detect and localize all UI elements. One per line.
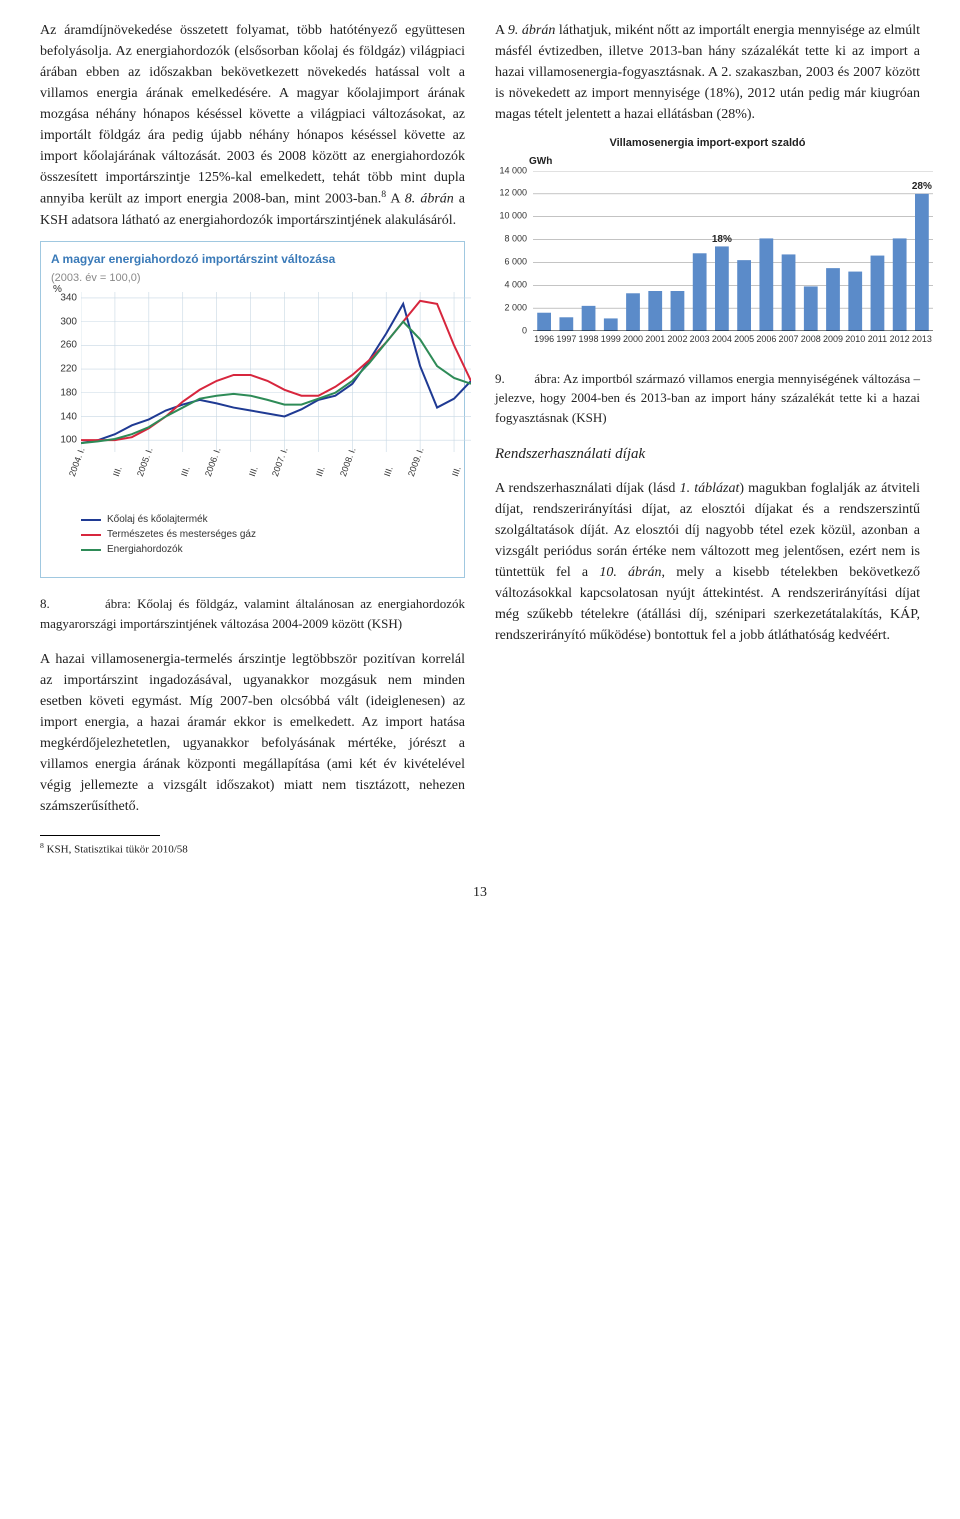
fig8-caption-text: ábra: Kőolaj és földgáz, valamint általá… [40,596,465,631]
chart2-ytick: 6 000 [504,255,527,269]
chart2-ytick: 8 000 [504,232,527,246]
chart1-svg [81,292,471,452]
chart1-ytick: 180 [60,385,77,400]
chart2-ytick: 0 [522,324,527,338]
chart2-xtick: 2002 [667,333,687,347]
chart2-xtick: 2004 [712,333,732,347]
chart1-ytick: 100 [60,433,77,448]
chart1-ytick: 140 [60,409,77,424]
chart2-ytick: 2 000 [504,301,527,315]
chart1-legend: Kőolaj és kőolajtermékTermészetes és mes… [81,512,454,557]
fig8-inline-ref: 8. ábrán [405,192,454,207]
chart2-xtick: 2007 [779,333,799,347]
chart1-legend-item: Természetes és mesterséges gáz [81,527,454,542]
chart1-legend-item: Energiahordozók [81,542,454,557]
page-number: 13 [40,882,920,903]
chart1-subtitle: (2003. év = 100,0) [51,270,454,287]
chart2-xtick: 2001 [645,333,665,347]
right-paragraph-1: A 9. ábrán láthatjuk, miként nőtt az imp… [495,20,920,125]
chart1-legend-label: Energiahordozók [107,542,183,557]
chart2-xtick: 1999 [601,333,621,347]
left-p1-prefix: A [386,192,405,207]
chart1-ytick: 340 [60,291,77,306]
chart1-xtick: III. [449,465,465,479]
chart2-xtick: 2012 [890,333,910,347]
chart1-legend-item: Kőolaj és kőolajtermék [81,512,454,527]
table1-inline-ref: 1. táblázat [680,481,740,496]
chart1-ytick: 220 [60,362,77,377]
chart2-ytick: 12 000 [499,187,527,201]
chart2-xtick: 2011 [868,333,887,347]
chart2-callout: 28% [912,179,932,194]
chart2-ytick: 4 000 [504,278,527,292]
right-p1-prefix: A [495,23,508,38]
chart1-plot-area: % 100140180220260300340 [81,292,450,472]
left-paragraph-2: A hazai villamosenergia-termelés árszint… [40,649,465,817]
chart1-legend-swatch [81,534,101,536]
right-p1-rest: láthatjuk, miként nőtt az importált ener… [495,23,920,122]
chart2-xtick: 1997 [556,333,576,347]
chart2-xtick: 2006 [756,333,776,347]
chart2-xtick: 2013 [912,333,932,347]
chart2-callout: 18% [712,232,732,247]
chart2-ytick: 10 000 [499,209,527,223]
fig9-inline-ref: 9. ábrán [508,23,555,38]
chart2-title: Villamosenergia import-export szaldó [495,135,920,152]
left-paragraph-1: Az áramdíjnövekedése összetett folyamat,… [40,20,465,231]
chart1-legend-swatch [81,549,101,551]
chart2-ytick: 14 000 [499,164,527,178]
fig10-inline-ref: 10. ábrán [599,565,661,580]
chart1-xticks: 2004. I.III.2005. I.III.2006. I.III.2007… [81,472,454,506]
chart2-xtick: 2005 [734,333,754,347]
chart1-container: A magyar energiahordozó importárszint vá… [40,241,465,579]
chart2-xtick: 2000 [623,333,643,347]
chart2-xtick: 2010 [845,333,865,347]
chart2-plot-area: 02 0004 0006 0008 00010 00012 00014 000 … [533,171,916,331]
chart2-xtick: 2008 [801,333,821,347]
fig9-caption-text: ábra: Az importból származó villamos ene… [495,371,920,425]
chart2-svg [533,171,933,331]
chart2-xtick: 2003 [690,333,710,347]
left-p1-text-a: Az áramdíjnövekedése összetett folyamat,… [40,23,465,207]
fig9-number: 9. [495,371,505,386]
chart1-title: A magyar energiahordozó importárszint vá… [51,250,454,268]
fig8-number: 8. [40,596,50,611]
section-heading-rendszerhasznalati: Rendszerhasználati díjak [495,443,920,466]
right-paragraph-2: A rendszerhasználati díjak (lásd 1. tábl… [495,478,920,646]
chart2-xtick: 2009 [823,333,843,347]
fig9-caption: 9. ábra: Az importból származó villamos … [495,369,920,428]
chart2-container: Villamosenergia import-export szaldó GWh… [495,135,920,351]
chart1-ytick: 260 [60,338,77,353]
right-p2-a: A rendszerhasználati díjak (lásd [495,481,680,496]
chart2-xtick: 1996 [534,333,554,347]
chart1-legend-label: Kőolaj és kőolajtermék [107,512,208,527]
chart1-legend-swatch [81,519,101,521]
footnote-8: 8 KSH, Statisztikai tükör 2010/58 [40,840,465,858]
chart2-unit: GWh [529,154,920,169]
fig8-caption: 8. ábra: Kőolaj és földgáz, valamint ált… [40,594,465,633]
chart2-xticks: 1996199719981999200020012002200320042005… [533,331,920,351]
chart1-ytick: 300 [60,314,77,329]
chart2-xtick: 1998 [579,333,599,347]
chart1-legend-label: Természetes és mesterséges gáz [107,527,256,542]
footnote-text: KSH, Statisztikai tükör 2010/58 [44,844,188,856]
footnote-rule [40,835,160,836]
